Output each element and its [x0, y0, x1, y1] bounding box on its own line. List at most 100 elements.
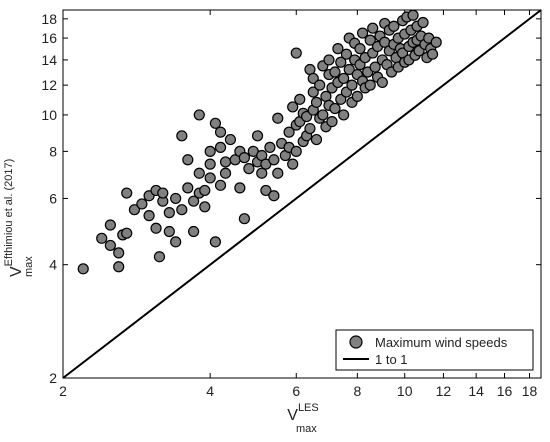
data-point — [338, 109, 350, 121]
y-axis-label-sub: max — [23, 256, 35, 277]
data-point — [193, 109, 205, 121]
x-tick-label: 18 — [522, 383, 538, 399]
data-point — [143, 210, 155, 222]
data-point — [170, 236, 182, 248]
data-point — [364, 34, 376, 46]
data-point — [136, 198, 148, 210]
data-point — [388, 20, 400, 32]
y-tick-label: 10 — [41, 107, 57, 123]
data-point — [214, 179, 227, 191]
data-point — [121, 187, 133, 199]
data-point — [209, 236, 222, 248]
data-point — [219, 167, 232, 179]
y-tick-label: 16 — [41, 30, 57, 46]
data-point — [121, 227, 133, 239]
data-point — [176, 204, 188, 216]
y-axis-label-main: V — [8, 266, 25, 277]
data-point — [287, 158, 299, 170]
data-point — [335, 93, 347, 105]
data-point — [113, 261, 125, 273]
data-point — [238, 152, 251, 164]
data-point — [251, 130, 264, 142]
data-point — [204, 158, 216, 170]
data-point — [104, 239, 116, 252]
data-point — [426, 48, 439, 60]
legend-box — [335, 329, 534, 371]
x-axis-label: VLES — [287, 402, 318, 424]
data-point — [340, 48, 353, 60]
data-point — [157, 187, 169, 199]
legend-label-1-to-1: 1 to 1 — [375, 352, 408, 367]
data-point — [310, 96, 323, 108]
data-point — [346, 79, 358, 91]
data-point — [188, 225, 200, 238]
data-point — [430, 36, 442, 48]
data-point — [96, 232, 108, 244]
data-point — [356, 27, 369, 39]
data-point — [314, 79, 326, 91]
data-point — [260, 184, 272, 197]
data-point — [272, 167, 284, 179]
data-point — [290, 145, 302, 157]
data-point — [417, 16, 429, 29]
x-axis-label-main: V — [287, 407, 298, 424]
data-point — [193, 167, 205, 179]
data-point — [290, 47, 302, 59]
data-point — [238, 213, 251, 225]
data-point — [209, 117, 222, 129]
scatter-points — [77, 9, 442, 275]
data-point — [335, 56, 347, 68]
data-point — [264, 141, 276, 153]
x-tick-label: 8 — [353, 383, 361, 399]
x-axis-label-sup: LES — [298, 402, 319, 414]
data-point — [199, 201, 211, 213]
y-tick-label: 18 — [41, 11, 57, 27]
data-point — [163, 225, 175, 238]
data-point — [323, 54, 335, 66]
data-point — [326, 115, 338, 128]
data-point — [343, 63, 355, 76]
data-point — [188, 195, 200, 207]
y-tick-label: 2 — [49, 370, 57, 386]
data-point — [256, 167, 268, 179]
legend: Maximum wind speeds 1 to 1 — [335, 329, 534, 371]
data-point — [268, 154, 280, 166]
y-tick-label: 14 — [41, 52, 57, 68]
x-axis-label-sub: max — [296, 423, 317, 435]
data-point — [310, 133, 323, 146]
data-point — [351, 90, 363, 102]
data-point — [329, 66, 341, 78]
data-point — [219, 156, 232, 168]
y-tick-label: 6 — [49, 190, 57, 206]
data-point — [204, 145, 216, 157]
data-point — [150, 222, 162, 234]
legend-label-maximum-wind-speeds: Maximum wind speeds — [375, 335, 508, 350]
data-point — [294, 93, 306, 105]
y-tick-label: 12 — [41, 77, 57, 93]
data-point — [77, 263, 89, 275]
data-point — [376, 76, 388, 89]
data-point — [367, 22, 379, 34]
one-to-one-line — [62, 9, 542, 379]
x-tick-label: 10 — [397, 383, 413, 399]
data-point — [234, 182, 246, 194]
x-tick-label: 14 — [468, 383, 484, 399]
data-point — [307, 86, 319, 98]
y-axis-label-sup: Efthimiou et al. (2017) — [3, 159, 15, 267]
data-point — [170, 192, 182, 205]
data-point — [243, 163, 255, 175]
y-axis-label: VEfthimiou et al. (2017) max — [3, 159, 35, 277]
data-point — [268, 190, 280, 202]
x-tick-label: 12 — [436, 383, 452, 399]
x-tick-label: 2 — [59, 383, 67, 399]
data-point — [224, 133, 237, 146]
data-point — [304, 122, 316, 135]
data-point — [153, 251, 166, 263]
data-point — [283, 126, 295, 138]
x-tick-label: 16 — [497, 383, 513, 399]
y-tick-label: 4 — [49, 257, 57, 273]
y-tick-label: 8 — [49, 143, 57, 159]
data-point — [329, 102, 341, 115]
data-point — [163, 207, 175, 219]
data-point — [369, 61, 381, 73]
